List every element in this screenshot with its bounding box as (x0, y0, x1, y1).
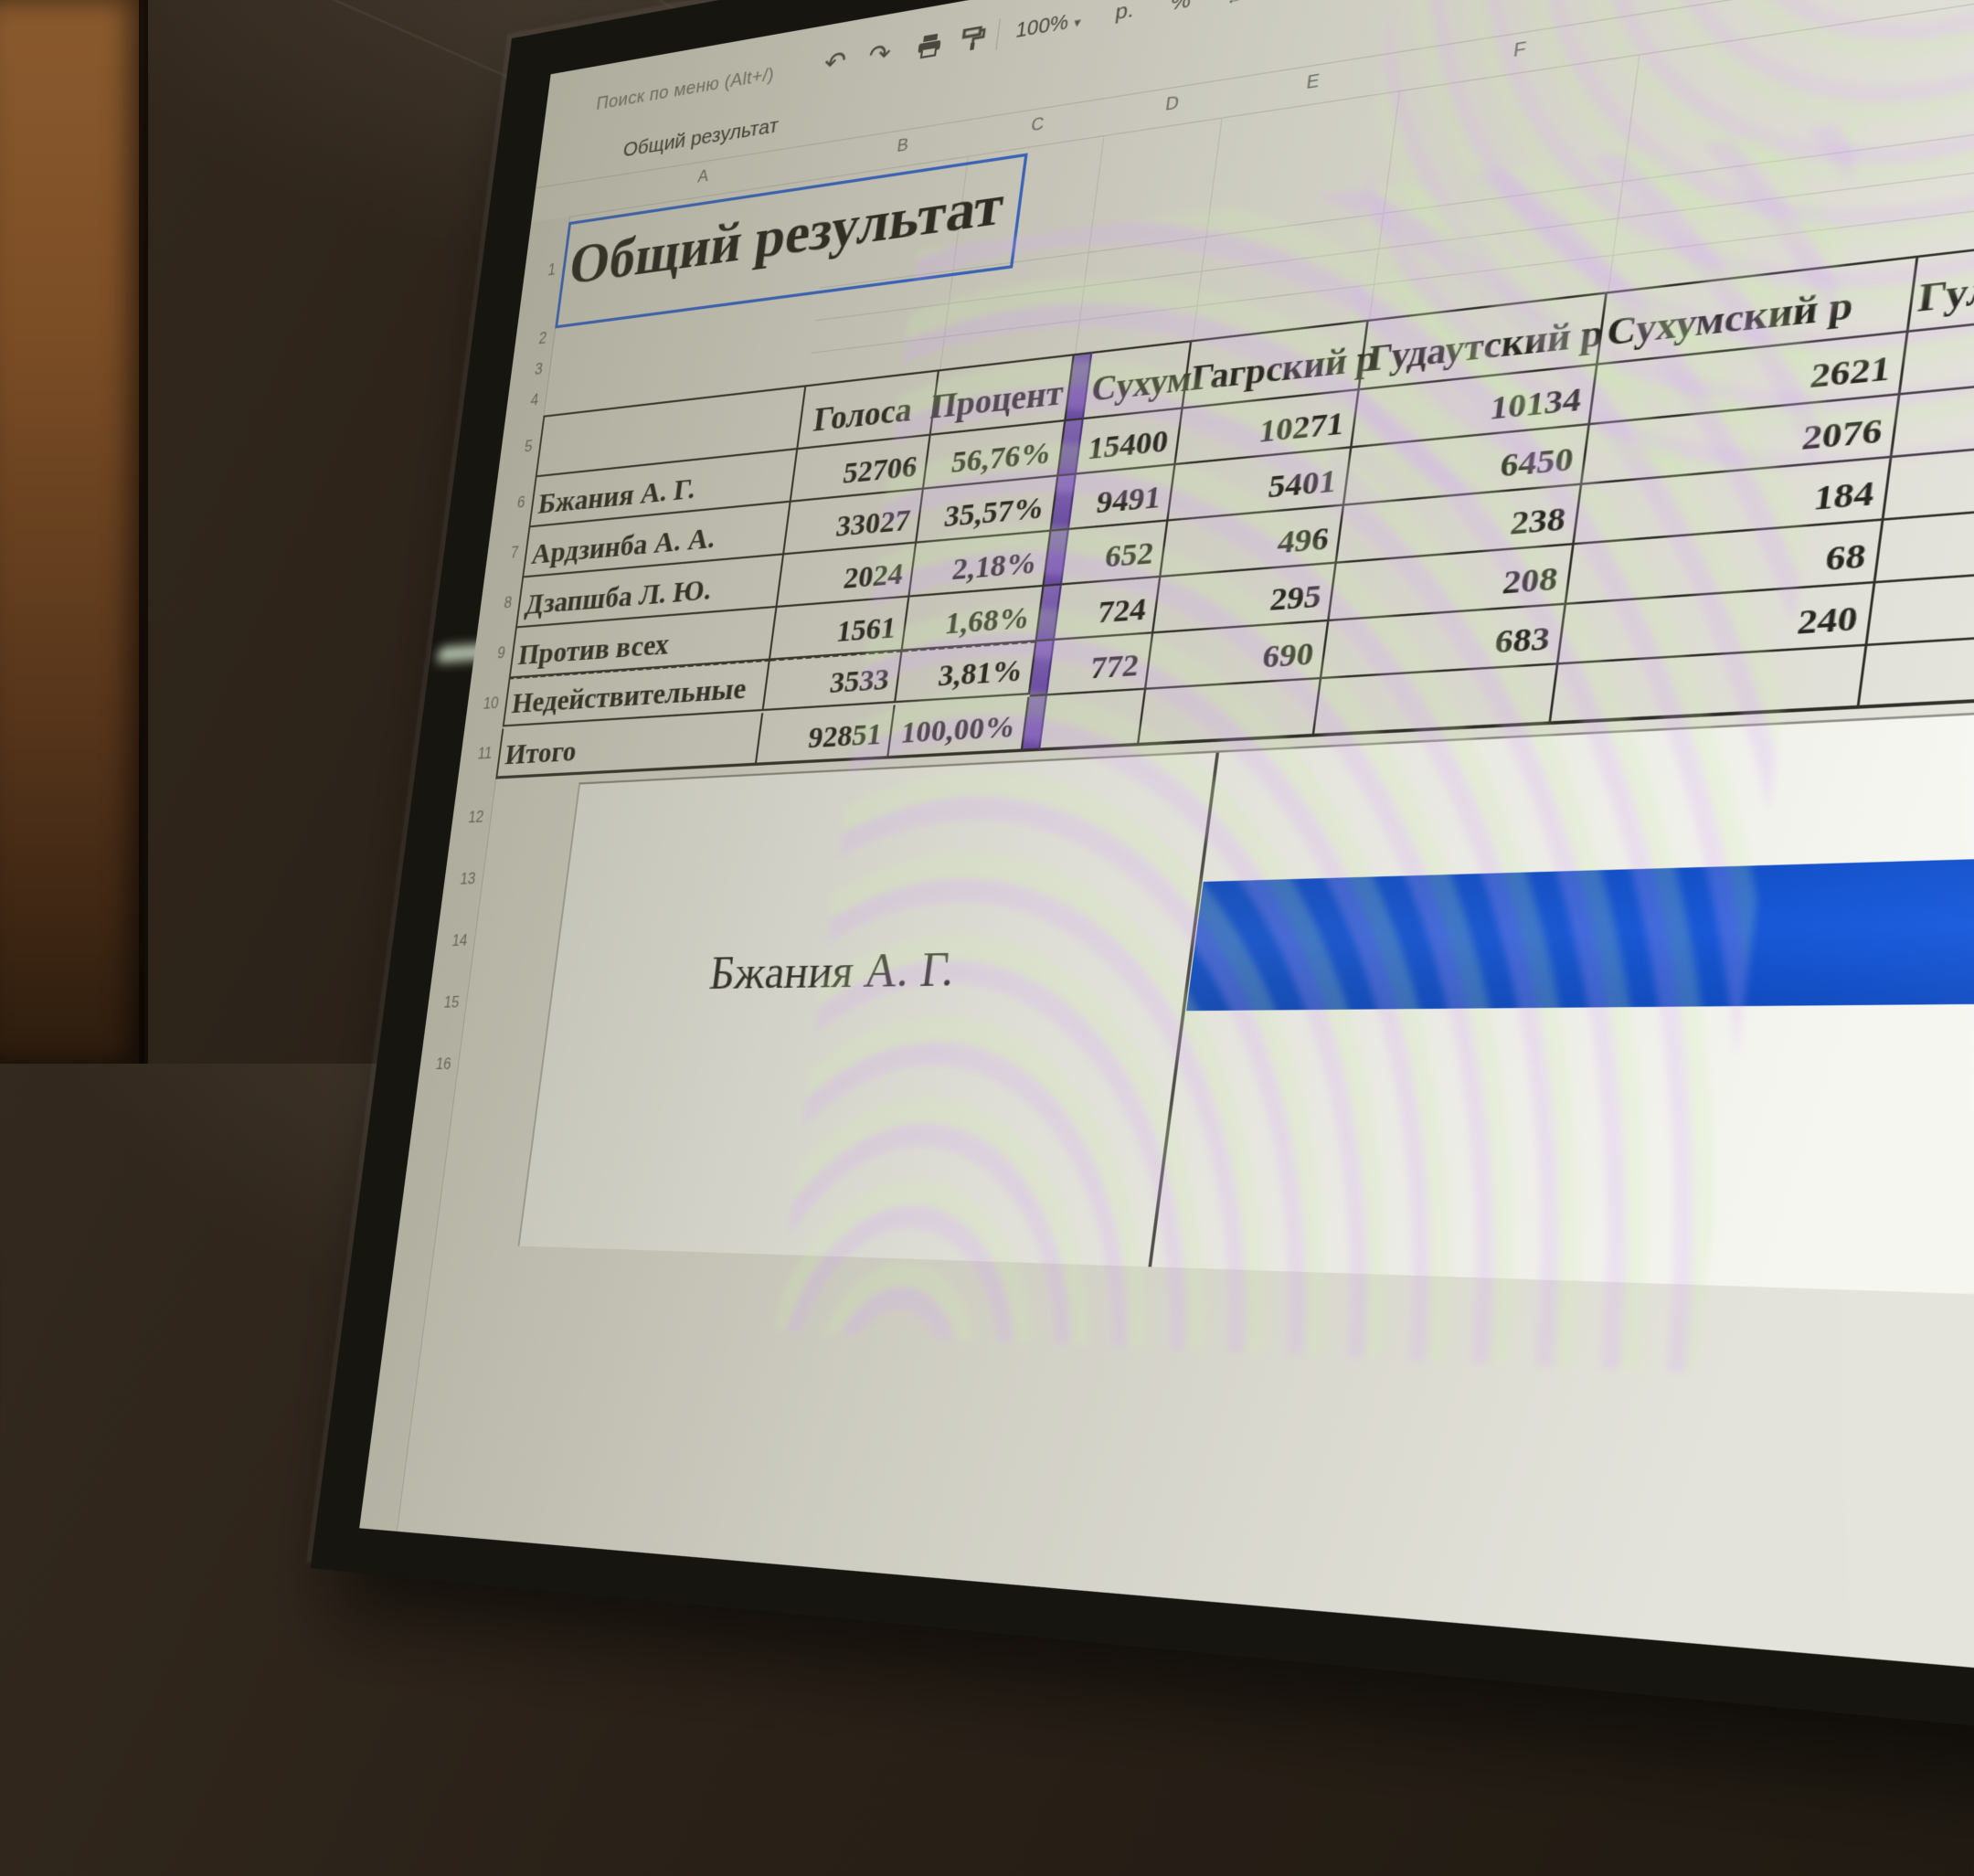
toolbar-divider (995, 18, 1001, 49)
column-header-e[interactable]: E (1305, 70, 1321, 94)
column-header-d[interactable]: D (1164, 92, 1181, 116)
arrow-left-icon: ← (1226, 0, 1243, 9)
column-header-f[interactable]: F (1512, 37, 1528, 62)
row-header[interactable]: 8 (503, 595, 513, 613)
chevron-down-icon: ▾ (1073, 14, 1082, 31)
row-number-gutter: 1 2 3 4 5 6 7 8 9 10 11 12 13 14 15 16 (359, 217, 570, 1532)
monitor-bezel: Поиск по меню (Alt+/) ↶ ↷ 100% ▾ р. % (311, 0, 1974, 1876)
row-header[interactable]: 16 (435, 1056, 452, 1074)
column-header-c[interactable]: C (1030, 113, 1045, 136)
cell-percent[interactable]: 3,81% (896, 640, 1037, 703)
row-header[interactable]: 2 (537, 331, 547, 349)
decrease-decimal-button[interactable]: .0← (1225, 0, 1246, 9)
cell-district-value[interactable]: 772 (1047, 633, 1153, 695)
row-header[interactable]: 9 (496, 645, 506, 663)
row-header[interactable]: 13 (459, 871, 476, 889)
wall-seam (139, 0, 148, 1064)
row-header[interactable]: 4 (529, 392, 539, 410)
zoom-select[interactable]: 100% ▾ (1014, 8, 1083, 44)
cell-empty[interactable] (1040, 690, 1146, 751)
row-header[interactable]: 10 (482, 695, 499, 714)
row-header[interactable]: 12 (467, 810, 484, 828)
cell-total-percent[interactable]: 100,00% (888, 697, 1030, 759)
results-table: Голоса Процент Сухум Гагрский р Гудаутск… (495, 227, 1974, 779)
cell-district-value[interactable]: 724 (1055, 578, 1161, 641)
screen: Поиск по меню (Alt+/) ↶ ↷ 100% ▾ р. % (359, 0, 1974, 1797)
row-header[interactable]: 15 (442, 995, 460, 1012)
print-icon[interactable] (916, 33, 942, 59)
row-header[interactable]: 11 (476, 746, 493, 764)
currency-format-button[interactable]: р. (1114, 0, 1136, 26)
redo-icon[interactable]: ↷ (866, 37, 893, 73)
column-header-a[interactable]: A (696, 166, 709, 187)
paint-format-icon[interactable] (960, 26, 987, 52)
header-district-sukhum[interactable]: Сухум (1084, 340, 1193, 419)
cell-empty[interactable] (1139, 679, 1321, 746)
row-header[interactable]: 1 (547, 262, 557, 281)
cell-district-value[interactable]: 652 (1062, 522, 1168, 586)
row-header[interactable]: 14 (451, 933, 468, 950)
chart-bar (1186, 812, 1974, 1012)
percent-format-button[interactable]: % (1169, 0, 1193, 16)
column-header-b[interactable]: B (896, 134, 909, 156)
room-wall-strip (0, 0, 144, 1064)
undo-icon[interactable]: ↶ (822, 45, 848, 79)
menu-search-button[interactable]: Поиск по меню (Alt+/) (595, 64, 776, 116)
row-header[interactable]: 7 (509, 545, 519, 563)
cell-total-votes[interactable]: 92851 (757, 705, 896, 765)
cell-votes[interactable]: 3533 (764, 649, 903, 711)
cell-district-value[interactable]: 15400 (1077, 409, 1183, 475)
row-header[interactable]: 5 (524, 439, 534, 457)
row-header[interactable]: 3 (534, 361, 544, 379)
header-district-gul[interactable]: Гул (1908, 227, 1974, 333)
chart-category-label: Бжания А. Г. (706, 941, 958, 1000)
row-header[interactable]: 6 (516, 494, 526, 513)
cell-district-value[interactable]: 9491 (1069, 465, 1176, 530)
spreadsheet-app: Поиск по меню (Alt+/) ↶ ↷ 100% ▾ р. % (359, 0, 1974, 1797)
